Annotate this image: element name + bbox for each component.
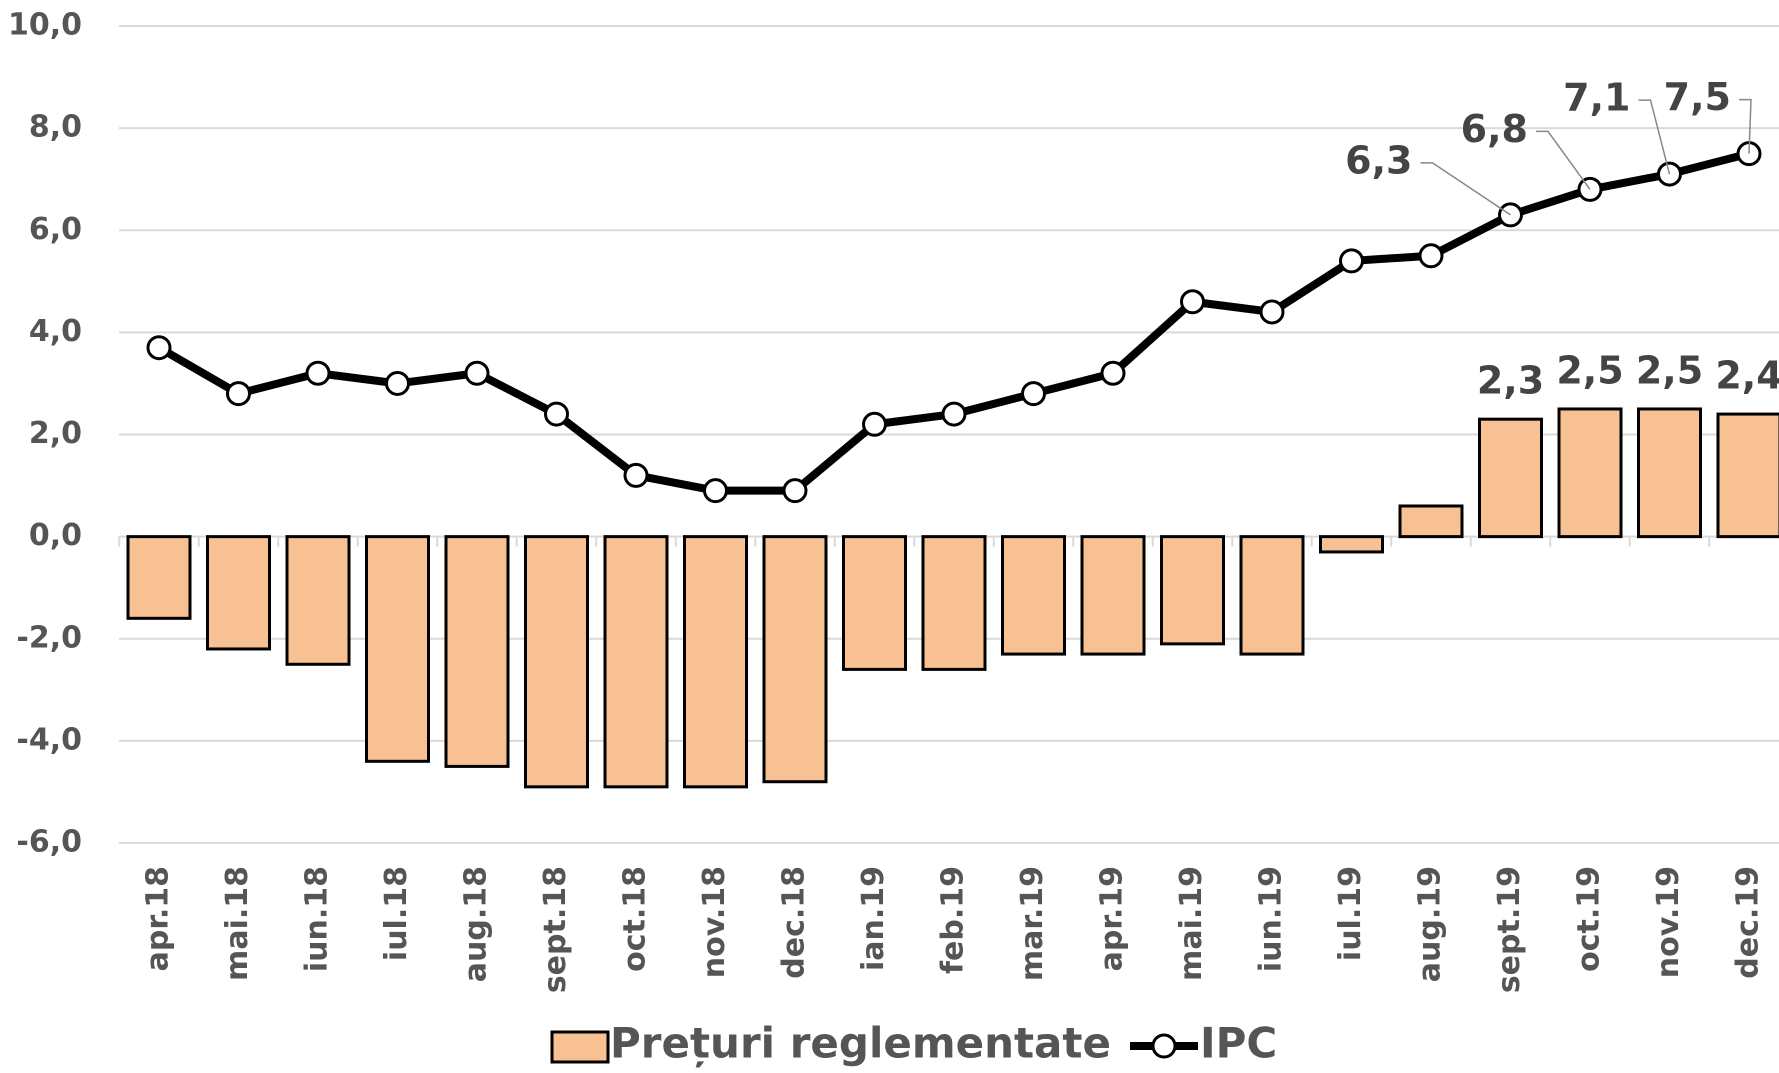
line-marker [1100, 360, 1126, 386]
line-marker [1418, 243, 1444, 269]
line-marker [623, 462, 649, 488]
y-tick-label: 4,0 [29, 314, 82, 349]
x-tick-label: feb.19 [936, 866, 971, 974]
line-marker [1339, 248, 1364, 274]
bar [285, 535, 351, 666]
y-tick-label: 8,0 [29, 110, 82, 145]
y-tick-label: -2,0 [16, 620, 82, 655]
leader-line [1420, 162, 1511, 216]
bar [1637, 407, 1702, 539]
line-value-label: 6,8 [1461, 107, 1528, 151]
legend-label: Prețuri reglementate [610, 1019, 1111, 1069]
bar-value-label: 2,5 [1636, 348, 1703, 392]
bar [842, 535, 907, 671]
y-tick-label: -6,0 [16, 825, 82, 860]
line-marker [464, 360, 490, 386]
x-tick-label: nov.19 [1651, 866, 1686, 978]
bar [762, 535, 828, 784]
bar-value-label: 2,5 [1556, 348, 1623, 392]
y-tick-label: 2,0 [29, 416, 82, 451]
legend-swatch-marker [1151, 1033, 1177, 1059]
bar-value-label: 2,4 [1715, 354, 1779, 398]
bar [126, 535, 192, 620]
line-marker [385, 370, 410, 396]
leader-line [1739, 98, 1752, 154]
bar [206, 535, 271, 651]
x-tick-label: apr.19 [1095, 866, 1130, 971]
bar [524, 535, 589, 789]
line-marker [1180, 289, 1205, 315]
bar-value-label: 2,3 [1477, 359, 1544, 403]
line-value-label: 7,1 [1563, 76, 1630, 120]
bar [444, 535, 510, 768]
x-tick-label: aug.19 [1413, 866, 1448, 982]
line-value-label: 6,3 [1345, 138, 1412, 182]
y-tick-label: 10,0 [8, 8, 82, 43]
x-tick-label: oct.19 [1572, 866, 1607, 972]
bar [603, 535, 669, 789]
line-marker [862, 411, 887, 437]
y-tick-label: 0,0 [29, 518, 82, 553]
line-marker [782, 478, 808, 504]
bar [1239, 535, 1305, 656]
line-marker [544, 401, 569, 427]
line-marker [703, 478, 728, 504]
x-tick-label: nov.18 [697, 866, 732, 978]
x-tick-label: apr.18 [141, 866, 176, 971]
bar [1001, 535, 1066, 656]
bar [1160, 535, 1225, 646]
line-value-label: 7,5 [1664, 75, 1731, 119]
x-tick-label: ian.19 [856, 866, 891, 971]
bar [1716, 412, 1779, 539]
bar [683, 535, 748, 789]
x-tick-label: iun.18 [300, 866, 335, 972]
x-tick-label: aug.18 [459, 866, 494, 982]
bar [1319, 535, 1384, 554]
x-tick-label: sept.18 [538, 866, 573, 993]
line-marker [1259, 299, 1285, 325]
x-tick-label: iul.18 [379, 866, 414, 961]
line-marker [305, 360, 331, 386]
y-tick-label: 6,0 [29, 212, 82, 247]
line-marker [941, 401, 967, 427]
x-tick-label: mai.18 [220, 866, 255, 981]
line-marker [146, 335, 172, 361]
x-tick-label: dec.19 [1731, 866, 1766, 979]
bar [1398, 504, 1464, 539]
bar [1478, 417, 1543, 539]
bar [921, 535, 987, 671]
legend-swatch [550, 1030, 610, 1064]
bar [365, 535, 430, 763]
x-tick-label: sept.19 [1492, 866, 1527, 993]
x-tick-label: iun.19 [1254, 866, 1289, 972]
line-marker [1021, 381, 1046, 407]
x-tick-label: oct.18 [618, 866, 653, 972]
leader-line [1638, 99, 1671, 175]
line-marker [226, 381, 251, 407]
x-tick-label: dec.18 [777, 866, 812, 979]
bar [1557, 407, 1623, 539]
y-tick-label: -4,0 [16, 722, 82, 757]
x-tick-label: mai.19 [1174, 866, 1209, 981]
x-tick-label: mar.19 [1015, 866, 1050, 981]
x-tick-label: iul.19 [1333, 866, 1368, 961]
legend-label: IPC [1200, 1019, 1277, 1068]
leader-line [1536, 130, 1591, 190]
bar [1080, 535, 1146, 656]
